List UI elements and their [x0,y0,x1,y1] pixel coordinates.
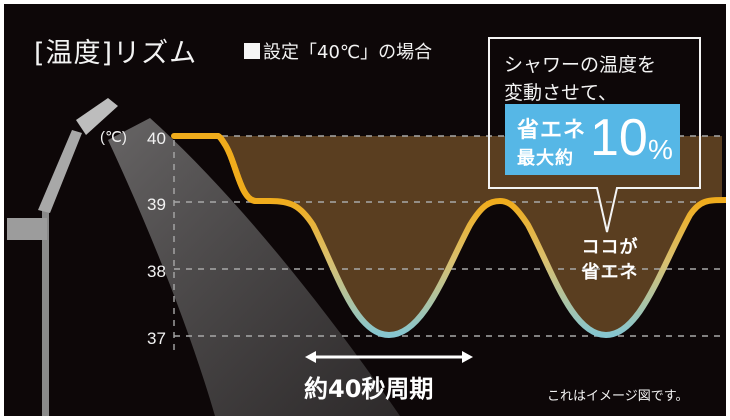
image-note: これはイメージ図です。 [547,389,689,404]
shower-head [76,98,118,135]
y-tick-37: 37 [147,329,166,348]
saving-annotation: ココが 省エネ [581,237,639,283]
square-marker-icon [244,43,260,59]
shower-holder [7,218,47,240]
badge-value: 10 [590,109,648,167]
period-label: 約40秒周期 [304,375,434,403]
y-tick-38: 38 [147,262,166,281]
y-tick-39: 39 [147,195,166,214]
shower-pole [42,210,49,416]
shower-spray [108,118,400,416]
badge-unit: % [648,134,673,165]
chart-title: [温度]リズム [34,38,198,69]
shower-handle [38,130,82,213]
badge-label-1: 省エネ [517,118,587,143]
badge-label-2: 最大約 [517,148,574,169]
callout-box [488,37,701,233]
y-tick-40: 40 [147,129,166,148]
callout-text: シャワーの温度を 変動させて、 [504,54,657,104]
period-arrow [305,351,473,363]
chart-svg [7,37,726,416]
chart-subtitle: 設定「40℃」の場合 [244,38,432,64]
y-axis-unit: (℃) [100,129,127,146]
chart-panel: [温度]リズム 設定「40℃」の場合 (℃) 40 39 38 37 シャワーの… [4,4,726,416]
savings-badge: 省エネ 最大約 10 % [505,104,680,175]
